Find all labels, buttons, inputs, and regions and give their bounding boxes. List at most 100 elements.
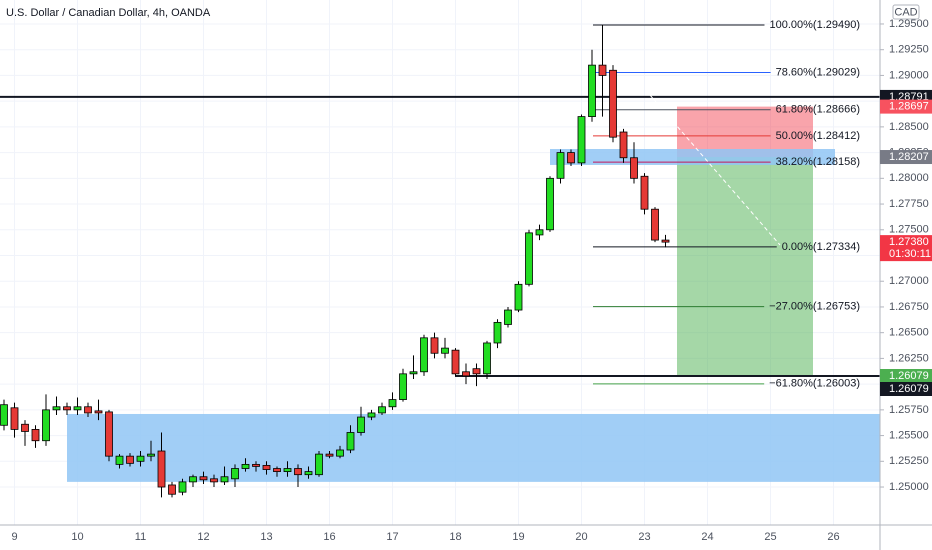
y-tick-label: 1.29000 <box>889 69 929 81</box>
x-tick-label: 25 <box>764 531 776 543</box>
candle-body <box>661 239 670 243</box>
candle-body <box>367 412 376 418</box>
price-tag-label: 1.26079 <box>889 383 929 395</box>
fib-label: 38.20%(1.28158) <box>776 156 860 168</box>
price-tag <box>880 99 932 114</box>
candle-body <box>336 449 344 457</box>
candle-body <box>588 64 596 117</box>
candle-body <box>304 471 313 476</box>
candle-body <box>346 432 355 451</box>
candle-body <box>262 465 271 470</box>
candle-body <box>598 64 607 76</box>
price-tag <box>880 150 932 165</box>
candle-body <box>640 175 649 210</box>
x-tick-label: 18 <box>449 531 461 543</box>
candle-body <box>84 406 92 414</box>
candle-body <box>357 416 365 433</box>
y-tick-label: 1.25500 <box>889 429 929 441</box>
candle-body <box>283 468 292 472</box>
price-tag-label: 1.28207 <box>889 151 929 163</box>
x-tick-label: 16 <box>323 531 335 543</box>
candle-body <box>378 406 386 414</box>
candle-body <box>472 368 481 375</box>
candle-body <box>483 342 491 375</box>
candle-body <box>73 406 82 411</box>
currency-box <box>892 4 920 20</box>
fib-label: −27.00%(1.26753) <box>769 301 860 313</box>
y-tick-label: 1.25000 <box>889 481 929 493</box>
x-tick-label: 17 <box>386 531 398 543</box>
candle-body <box>0 404 8 426</box>
candle-body <box>441 347 449 354</box>
candle-body <box>409 371 418 375</box>
candle-body <box>199 476 208 481</box>
chart-title: U.S. Dollar / Canadian Dollar, 4h, OANDA <box>6 7 211 19</box>
price-tag <box>880 368 932 383</box>
candle-body <box>609 69 617 138</box>
candle-body <box>388 399 397 408</box>
y-tick-label: 1.27500 <box>889 224 929 236</box>
stop-zone <box>677 106 813 158</box>
x-tick-label: 24 <box>701 531 713 543</box>
y-tick-label: 1.25750 <box>889 404 929 416</box>
candle-body <box>220 476 229 483</box>
x-tick-label: 11 <box>135 531 146 543</box>
fib-label: 61.80%(1.28666) <box>776 104 860 116</box>
candle-body <box>63 406 71 411</box>
candle-body <box>630 157 638 179</box>
candle-body <box>147 453 155 457</box>
candle-body <box>210 478 218 483</box>
x-tick-label: 13 <box>260 531 272 543</box>
y-tick-label: 1.26250 <box>889 352 929 364</box>
candle-body <box>231 468 239 480</box>
candle-body <box>105 411 113 457</box>
fib-label: −61.80%(1.26003) <box>769 378 860 390</box>
x-tick-label: 10 <box>71 531 83 543</box>
target-zone <box>677 157 813 376</box>
candle-body <box>10 407 19 430</box>
candle-body <box>430 337 439 354</box>
x-tick-label: 26 <box>827 531 839 543</box>
x-tick-label: 12 <box>197 531 209 543</box>
candle-body <box>294 468 302 476</box>
candle-body <box>525 232 533 285</box>
candle-body <box>21 423 29 432</box>
candle-body <box>567 152 575 164</box>
candle-body <box>619 131 628 159</box>
x-tick-label: 19 <box>512 531 524 543</box>
price-tag <box>880 235 932 262</box>
candle-body <box>126 455 134 464</box>
candle-body <box>178 481 187 493</box>
plot: 100.00%(1.29490) 78.60%(1.29029) 61.80%(1.… <box>0 0 880 525</box>
candle-body <box>546 177 554 231</box>
candle-body <box>514 283 523 311</box>
currency: CAD <box>894 6 917 18</box>
y-tick-label: 1.26500 <box>889 327 929 339</box>
y-tick-label: 1.26750 <box>889 301 929 313</box>
fib-label: 50.00%(1.28412) <box>776 130 860 142</box>
candle-body <box>94 410 103 414</box>
x-tick-label: 20 <box>575 531 587 543</box>
fib-label: 0.00%(1.27334) <box>782 241 860 253</box>
candle-body <box>651 208 659 241</box>
y-tick-label: 1.28000 <box>889 172 929 184</box>
y-tick-label: 1.28500 <box>889 121 929 133</box>
price-tag-label: 1.28697 <box>889 101 929 113</box>
price-tag-label: 1.27380 <box>889 236 929 248</box>
candle-body <box>241 463 250 469</box>
candle-body <box>399 373 407 400</box>
candle-body <box>189 476 197 483</box>
price-tag <box>880 381 932 396</box>
price-tag-label: 1.26079 <box>889 370 929 382</box>
fib-label: 100.00%(1.29490) <box>769 19 860 31</box>
candle-body <box>168 484 176 495</box>
y-tick-label: 1.27000 <box>889 275 929 287</box>
candle-body <box>493 321 502 344</box>
candle-body <box>315 453 323 476</box>
candle-body <box>556 152 565 179</box>
zone <box>67 413 880 482</box>
candle-body <box>42 409 50 442</box>
fib-label: 78.60%(1.29029) <box>776 66 860 78</box>
candle-body <box>273 468 281 472</box>
